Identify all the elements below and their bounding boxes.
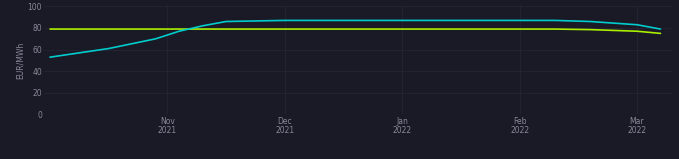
Y-axis label: EUR/MWh: EUR/MWh <box>16 42 24 79</box>
